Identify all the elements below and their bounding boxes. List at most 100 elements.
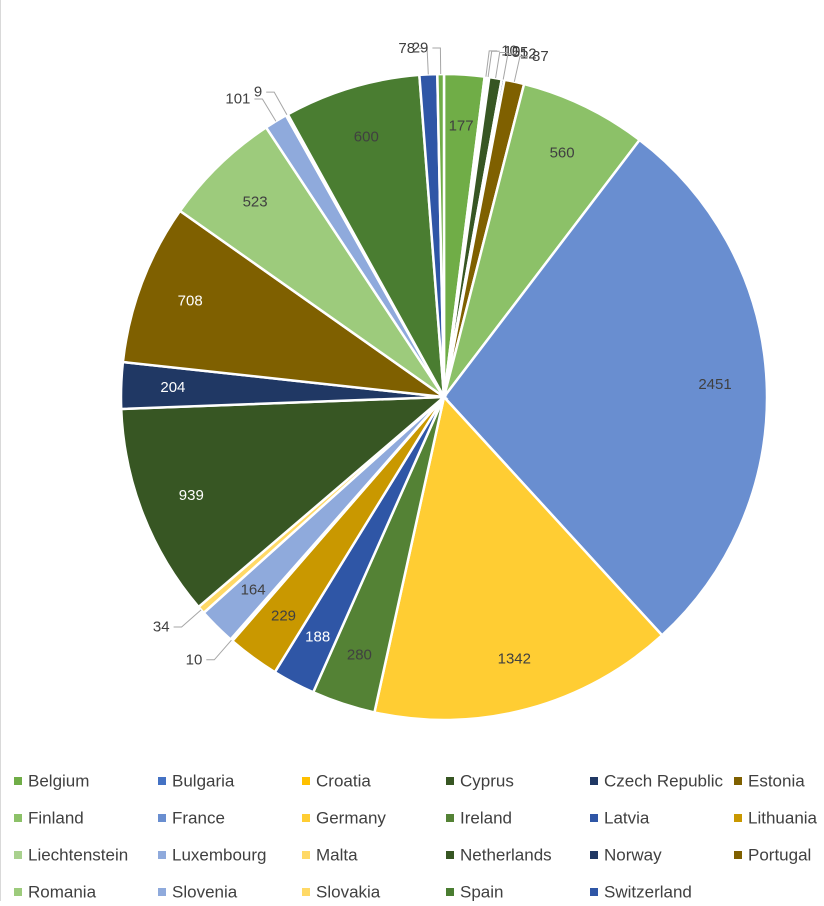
- legend-item-portugal: Portugal: [734, 846, 811, 865]
- legend-label: Romania: [28, 883, 97, 902]
- legend-item-ireland: Ireland: [446, 809, 512, 828]
- data-label-romania: 523: [243, 194, 268, 211]
- data-label-bulgaria: 10: [501, 42, 518, 59]
- data-label-germany: 1342: [498, 651, 531, 668]
- legend-label: Croatia: [316, 772, 371, 791]
- legend-item-slovenia: Slovenia: [158, 883, 238, 902]
- legend-label: Spain: [460, 883, 503, 902]
- legend-label: Slovakia: [316, 883, 381, 902]
- legend-swatch: [302, 814, 310, 822]
- legend-item-spain: Spain: [446, 883, 503, 902]
- legend-item-finland: Finland: [14, 809, 84, 828]
- legend: Belgium Bulgaria Croatia Cyprus Czech Republ…: [14, 772, 818, 902]
- legend-swatch: [446, 851, 454, 859]
- legend-label: Czech Republic: [604, 772, 724, 791]
- legend-item-croatia: Croatia: [302, 772, 371, 791]
- legend-swatch: [590, 814, 598, 822]
- data-label-portugal: 708: [178, 293, 203, 310]
- legend-item-switzerland: Switzerland: [590, 883, 692, 902]
- legend-item-czech-republic: Czech Republic: [590, 772, 724, 791]
- legend-item-cyprus: Cyprus: [446, 772, 514, 791]
- legend-swatch: [158, 851, 166, 859]
- legend-swatch: [158, 814, 166, 822]
- legend-swatch: [302, 888, 310, 896]
- legend-label: Bulgaria: [172, 772, 235, 791]
- legend-swatch: [446, 888, 454, 896]
- data-label-liechtenstein: 10: [186, 651, 203, 668]
- data-label-norway: 204: [160, 379, 185, 396]
- leader-line-croatia: [487, 50, 500, 78]
- data-labels: 1771010551287560245113422801882291016434…: [153, 40, 732, 669]
- legend-label: Ireland: [460, 809, 512, 828]
- legend-swatch: [302, 851, 310, 859]
- legend-label: Netherlands: [460, 846, 552, 865]
- legend-item-liechtenstein: Liechtenstein: [14, 846, 128, 865]
- legend-item-slovakia: Slovakia: [302, 883, 381, 902]
- legend-label: France: [172, 809, 225, 828]
- data-label-ireland: 280: [347, 646, 372, 663]
- pie-slice-romania: [178, 125, 446, 399]
- legend-label: Cyprus: [460, 772, 514, 791]
- data-label-slovakia: 9: [254, 84, 262, 101]
- pie-slice-portugal: [121, 209, 449, 399]
- legend-swatch: [158, 888, 166, 896]
- data-label-unlabeled-23: 29: [412, 40, 429, 57]
- data-label-latvia: 188: [305, 629, 330, 646]
- legend-item-bulgaria: Bulgaria: [158, 772, 235, 791]
- legend-item-lithuania: Lithuania: [734, 809, 818, 828]
- legend-label: Estonia: [748, 772, 805, 791]
- legend-item-latvia: Latvia: [590, 809, 650, 828]
- pie-slice-netherlands: [119, 395, 448, 609]
- legend-label: Germany: [316, 809, 386, 828]
- legend-swatch: [446, 777, 454, 785]
- pie-slice-finland: [442, 82, 642, 398]
- pie-slices: [119, 72, 769, 722]
- legend-swatch: [14, 777, 22, 785]
- pie-slice-spain: [286, 73, 446, 398]
- leader-line-cyprus: [495, 52, 508, 79]
- legend-label: Switzerland: [604, 883, 692, 902]
- leader-line-switzerland: [419, 47, 429, 75]
- legend-label: Lithuania: [748, 809, 818, 828]
- legend-label: Portugal: [748, 846, 811, 865]
- legend-label: Luxembourg: [172, 846, 267, 865]
- leader-line-malta: [173, 609, 202, 628]
- data-label-czech-republic: 12: [520, 45, 537, 62]
- pie-slice-unlabeled-23: [436, 72, 446, 398]
- left-border: [0, 0, 1, 901]
- legend-item-france: France: [158, 809, 225, 828]
- leader-line-slovenia: [254, 98, 277, 122]
- leader-line-liechtenstein: [206, 639, 232, 661]
- legend-swatch: [446, 814, 454, 822]
- leader-line-estonia: [513, 55, 528, 82]
- legend-swatch: [590, 777, 598, 785]
- data-label-estonia: 87: [532, 48, 549, 65]
- legend-item-malta: Malta: [302, 846, 358, 865]
- legend-label: Slovenia: [172, 883, 238, 902]
- legend-item-netherlands: Netherlands: [446, 846, 552, 865]
- legend-item-norway: Norway: [590, 846, 662, 865]
- legend-swatch: [14, 851, 22, 859]
- legend-swatch: [734, 814, 742, 822]
- leader-line-slovakia: [266, 91, 288, 116]
- data-label-luxembourg: 164: [241, 581, 266, 598]
- data-label-switzerland: 78: [398, 40, 415, 57]
- legend-swatch: [14, 888, 22, 896]
- pie-slice-france: [442, 138, 769, 638]
- legend-label: Latvia: [604, 809, 650, 828]
- legend-swatch: [302, 777, 310, 785]
- legend-item-romania: Romania: [14, 883, 97, 902]
- data-label-netherlands: 939: [179, 487, 204, 504]
- legend-item-germany: Germany: [302, 809, 386, 828]
- legend-swatch: [590, 888, 598, 896]
- legend-swatch: [734, 851, 742, 859]
- leader-line-czech-republic: [502, 53, 516, 80]
- data-label-finland: 560: [550, 144, 575, 161]
- pie-slice-germany: [372, 394, 664, 722]
- data-label-france: 2451: [698, 376, 731, 393]
- legend-label: Finland: [28, 809, 84, 828]
- legend-item-estonia: Estonia: [734, 772, 805, 791]
- legend-label: Norway: [604, 846, 662, 865]
